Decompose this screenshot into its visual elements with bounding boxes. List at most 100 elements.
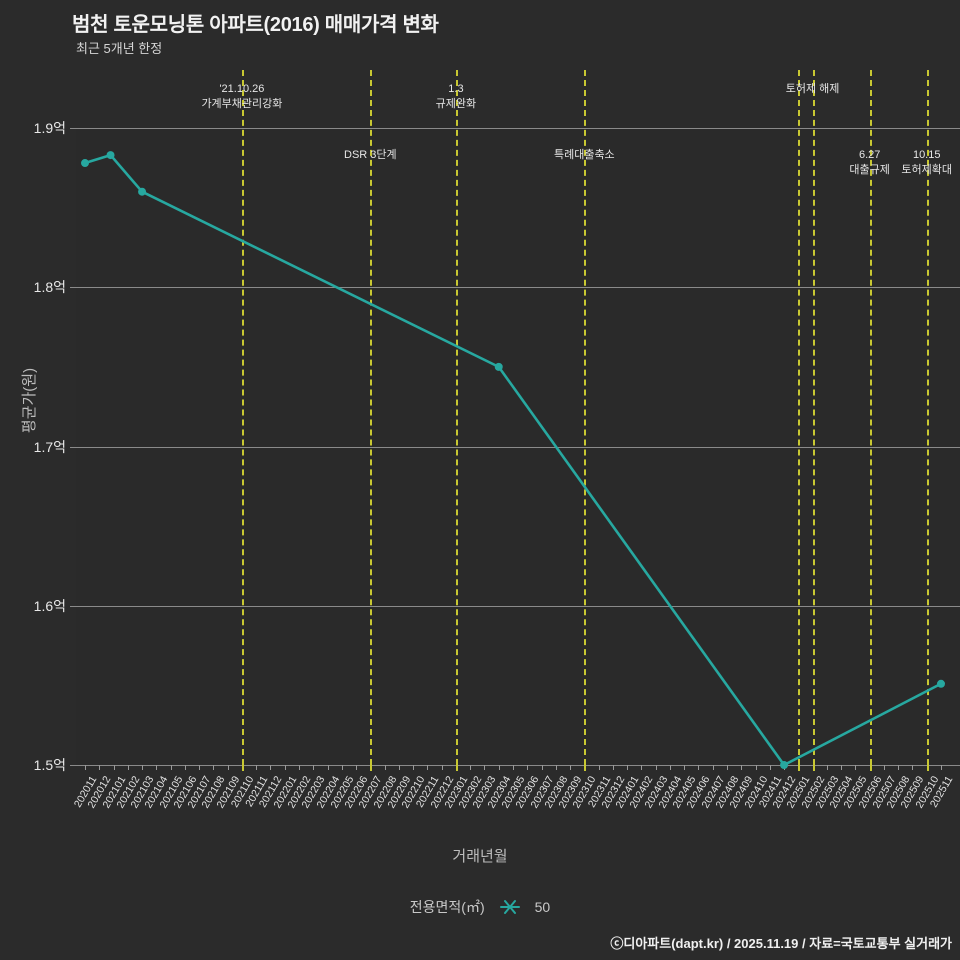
x-axis-tick-mark (341, 765, 343, 770)
x-axis-tick-mark (784, 765, 786, 770)
x-axis-tick-mark (213, 765, 215, 770)
x-axis-tick-mark (641, 765, 643, 770)
x-axis-tick-mark (612, 765, 614, 770)
x-axis-tick-mark (427, 765, 429, 770)
annotation-label: DSR 3단계 (344, 148, 397, 163)
annotation-date: 10.15 (912, 149, 941, 161)
annotation-date: 6.27 (858, 149, 881, 161)
x-axis-tick-mark (727, 765, 728, 770)
y-axis-tick-mark (70, 287, 76, 289)
annotation-label: 6.27 대출규제 (849, 148, 889, 178)
x-axis-tick-mark (313, 765, 315, 770)
x-axis-tick-mark (470, 765, 472, 770)
x-axis-tick-mark (584, 765, 587, 771)
x-axis-tick-mark (527, 765, 529, 770)
annotation-name: 특례대출축소 (553, 149, 615, 161)
gridline (76, 128, 960, 129)
y-axis-tick-mark (70, 605, 76, 607)
annotation-label: 특례대출축소 (554, 148, 615, 163)
y-axis-tick-label: 1.8억 (33, 279, 66, 296)
x-axis-tick-mark (227, 765, 229, 770)
x-axis-tick-mark (570, 765, 572, 770)
chart-subtitle: 최근 5개년 한정 (76, 41, 163, 56)
event-vline (241, 70, 244, 765)
x-axis-tick-mark (99, 765, 101, 770)
x-axis-tick-mark (684, 765, 686, 770)
x-axis-tick-mark (498, 765, 500, 770)
x-axis-tick-mark (142, 765, 144, 770)
x-axis-tick-mark (199, 765, 201, 770)
x-axis-tick-mark (398, 765, 400, 770)
x-axis-tick-mark (413, 765, 415, 770)
x-axis-tick-mark (455, 765, 458, 771)
legend-value: 50 (534, 899, 551, 915)
x-axis-tick-mark (484, 765, 486, 770)
annotation-name: 대출규제 (849, 163, 890, 176)
annotation-date: '21.10.26 (219, 83, 265, 95)
x-axis-tick-mark (370, 765, 373, 771)
x-axis-tick-mark (741, 765, 743, 770)
legend: 전용면적(㎡) 50 (0, 897, 960, 917)
annotation-name: 토허제 해제 (785, 83, 840, 95)
footer-credit: ⓒ디아파트(dapt.kr) / 2025.11.19 / 자료=국토교통부 실… (610, 936, 952, 951)
y-axis-tick-label: 1.5억 (33, 757, 66, 773)
event-vline (812, 70, 815, 765)
event-vline (584, 70, 587, 765)
x-axis-tick-mark (555, 765, 557, 770)
x-axis-tick-mark (113, 765, 115, 770)
x-axis-tick-mark (184, 765, 186, 770)
x-axis-tick-mark (926, 765, 929, 771)
x-axis-tick-mark (441, 765, 443, 770)
x-axis-tick-mark (299, 765, 300, 770)
y-axis-tick-label: 1.6억 (33, 597, 66, 614)
star-marker-icon (499, 900, 520, 914)
x-axis-tick-mark (755, 765, 757, 770)
x-axis-tick-mark (883, 765, 885, 770)
annotation-label: 토허제 해제 (786, 82, 840, 97)
page-title: 범천 토운모닝톤 아파트(2016) 매매가격 변화 (72, 14, 439, 36)
x-axis-tick-mark (127, 765, 129, 770)
x-axis-tick-mark (898, 765, 900, 770)
annotation-label: 1.3 규제완화 (436, 82, 476, 112)
x-axis-tick-mark (598, 765, 600, 770)
x-axis-tick-mark (541, 765, 543, 770)
x-axis-tick-mark (669, 765, 671, 770)
gridline (76, 446, 960, 448)
x-axis-tick-mark (256, 765, 258, 770)
x-axis-tick-mark (826, 765, 828, 770)
y-axis-tick-mark (70, 128, 76, 129)
annotation-name: 토허제확대 (901, 163, 953, 176)
x-axis-tick-mark (356, 765, 358, 770)
y-axis-tick-label: 1.9억 (33, 120, 66, 136)
gridline (76, 605, 960, 607)
y-axis-tick-mark (70, 765, 76, 766)
event-vline (370, 70, 373, 765)
x-axis-tick-mark (284, 765, 286, 770)
event-vline (455, 70, 458, 765)
x-axis-tick-mark (812, 765, 815, 771)
x-axis-tick-mark (85, 765, 86, 770)
annotation-date: 1.3 (448, 83, 464, 95)
x-axis-tick-mark (384, 765, 386, 770)
x-axis-tick-mark (869, 765, 872, 771)
x-axis-tick-mark (241, 765, 244, 771)
x-axis-tick-mark (327, 765, 329, 770)
x-axis-tick-mark (655, 765, 657, 770)
event-vline (798, 70, 801, 765)
y-axis-title: 평균가(원) (21, 367, 39, 434)
x-axis-tick-mark (941, 765, 942, 770)
x-axis-tick-mark (855, 765, 857, 770)
annotation-name: 규제완화 (435, 97, 477, 110)
legend-title: 전용면적(㎡) (409, 899, 485, 915)
y-axis-tick-mark (70, 446, 76, 448)
annotation-name: DSR 3단계 (344, 149, 397, 161)
x-axis-tick-mark (712, 765, 714, 770)
x-axis-tick-mark (841, 765, 843, 770)
gridline (76, 287, 960, 289)
annotation-label: '21.10.26 가계부채관리강화 (201, 82, 282, 112)
annotation-name: 가계부채관리강화 (201, 97, 283, 110)
x-axis-tick-mark (769, 765, 771, 770)
x-axis-tick-mark (170, 765, 172, 770)
x-axis-tick-mark (513, 765, 514, 770)
